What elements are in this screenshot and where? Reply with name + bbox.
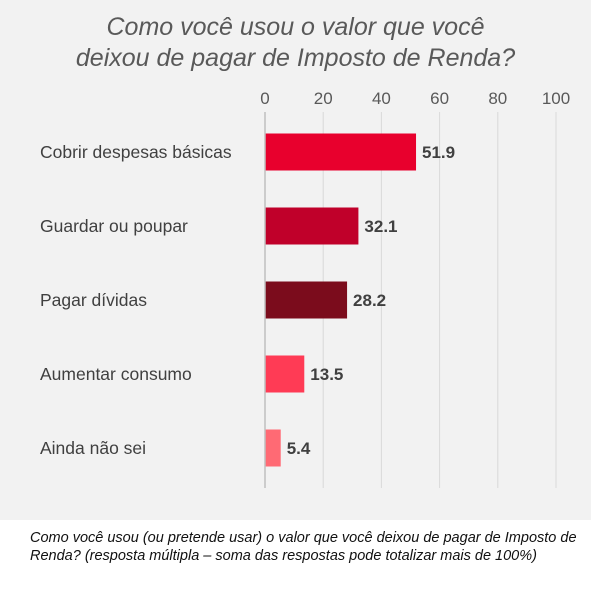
value-label: 32.1 bbox=[364, 217, 397, 236]
bar-chart: 0 20 40 60 80 100 Cobrir despesas básicas 51.9 G… bbox=[40, 89, 570, 488]
survey-question-footnote: Como você usou (ou pretende usar) o valo… bbox=[30, 530, 577, 564]
bar bbox=[265, 281, 348, 319]
category-label: Aumentar consumo bbox=[40, 364, 192, 384]
x-tick-label: 100 bbox=[542, 89, 570, 108]
x-tick-label: 20 bbox=[314, 89, 333, 108]
category-label: Pagar dívidas bbox=[40, 290, 147, 310]
bar bbox=[265, 429, 281, 467]
x-tick-label: 80 bbox=[488, 89, 507, 108]
category-label: Ainda não sei bbox=[40, 438, 146, 458]
bar bbox=[265, 355, 305, 393]
value-label: 13.5 bbox=[310, 365, 343, 384]
value-label: 51.9 bbox=[422, 143, 455, 162]
x-tick-label: 40 bbox=[372, 89, 391, 108]
chart-title: Como você usou o valor que você deixou d… bbox=[0, 12, 591, 74]
chart-area: Como você usou o valor que você deixou d… bbox=[0, 0, 591, 520]
bar bbox=[265, 133, 417, 171]
chart-title-line-1: Como você usou o valor que você bbox=[106, 13, 485, 41]
x-tick-label: 0 bbox=[260, 89, 269, 108]
bar bbox=[265, 207, 359, 245]
value-label: 5.4 bbox=[287, 439, 311, 458]
x-tick-label: 60 bbox=[430, 89, 449, 108]
chart-title-line-2: deixou de pagar de Imposto de Renda? bbox=[75, 44, 516, 72]
category-label: Cobrir despesas básicas bbox=[40, 142, 232, 162]
value-label: 28.2 bbox=[353, 291, 386, 310]
category-label: Guardar ou poupar bbox=[40, 216, 188, 236]
